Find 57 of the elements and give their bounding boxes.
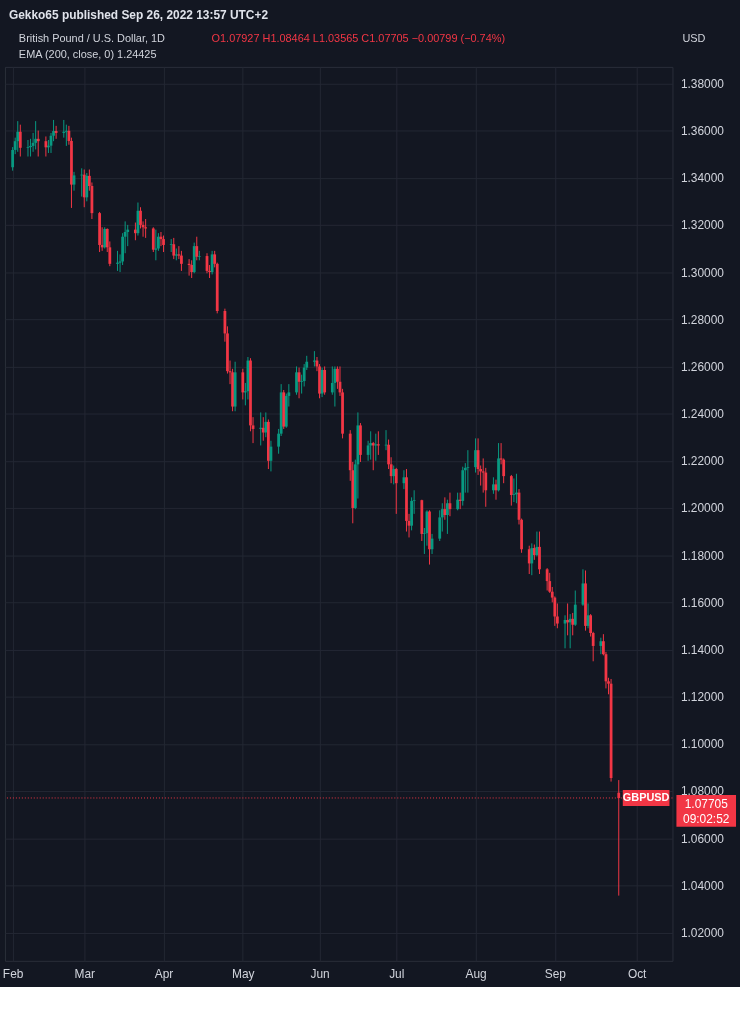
y-tick-label: 1.14000 [680,642,725,657]
candlestick [26,139,30,158]
candlestick [116,250,119,272]
x-tick-label: Feb [2,967,24,982]
text: 1.07705 [684,796,729,811]
y-tick-label: 1.28000 [680,312,725,327]
x-tick-label: May [232,967,255,982]
candlestick [545,567,549,592]
y-tick-label: 1.12000 [680,690,725,705]
y-tick-label: 1.04000 [680,878,725,893]
y-tick-label: 1.38000 [680,76,725,91]
text: Gekko65 published Sep 26, 2022 13:57 UTC+2 [8,8,269,23]
x-tick-label: Apr [154,967,174,982]
x-tick-label: Oct [627,967,648,982]
candlestick [151,226,155,253]
y-tick-label: 1.02000 [680,926,725,941]
y-tick-label: 1.20000 [680,501,725,516]
candlestick [295,365,298,396]
x-tick-label: Mar [74,967,96,982]
candlestick [446,499,449,535]
candlestick [571,612,575,636]
text: 09:02:52 [683,811,730,826]
y-tick-label: 1.16000 [680,595,725,610]
candlestick [474,437,477,474]
y-tick-label: 1.26000 [680,359,725,374]
y-tick-label: 1.06000 [680,831,725,846]
chart-subtitle: O1.07927 H1.08464 L1.03565 C1.07705 −0.00799 (−0.74%) [211,32,506,45]
candlestick [313,350,316,367]
y-tick-label: 1.36000 [680,124,725,139]
y-tick-label: 1.24000 [680,407,725,422]
y-axis-title: USD [682,32,706,45]
x-tick-label: Jul [389,967,405,982]
candlestick [264,411,268,438]
candlestick [18,124,22,158]
y-tick-label: 1.22000 [680,454,725,469]
chart-title: British Pound / U.S. Dollar, 1D [18,32,166,45]
y-tick-label: 1.10000 [680,737,725,752]
candlestick [180,250,183,272]
ref-line-label: GBPUSD [622,790,670,803]
candlestick [323,365,327,396]
candlestick [333,365,337,408]
candlestick [64,124,68,147]
candlestick [169,238,173,253]
candlestick [144,218,148,239]
candlestick [538,531,541,575]
y-tick-label: 1.30000 [680,265,725,280]
y-tick-label: 1.32000 [680,218,725,233]
x-tick-label: Sep [544,967,567,982]
candlestick [394,467,398,515]
y-tick-label: 1.34000 [680,171,725,186]
y-tick-label: 1.18000 [680,548,725,563]
x-tick-label: Aug [465,967,487,982]
candlestick [509,474,513,507]
x-tick-label: Jun [310,967,330,982]
text: EMA (200, close, 0) 1.24425 [18,47,157,60]
candlestick [466,449,470,494]
y-tick-label: 1.08000 [680,784,725,799]
